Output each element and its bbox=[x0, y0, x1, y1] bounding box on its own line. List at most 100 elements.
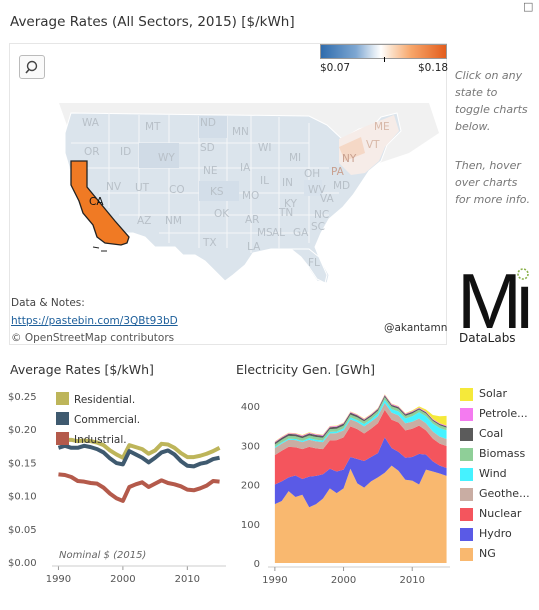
state-label-nc: NC bbox=[314, 209, 330, 221]
state-label-mi: MI bbox=[289, 152, 302, 164]
state-label-id: ID bbox=[120, 146, 132, 158]
search-icon bbox=[25, 60, 38, 74]
gen-area-wind[interactable] bbox=[274, 399, 447, 448]
gen-legend-swatch bbox=[460, 388, 473, 401]
us-map[interactable] bbox=[9, 43, 447, 345]
state-label-me: ME bbox=[374, 121, 390, 133]
gen-legend-label: NG bbox=[479, 547, 496, 560]
gen-area-ng[interactable] bbox=[274, 465, 447, 563]
ca-islands bbox=[92, 246, 107, 252]
rates-y-tick: $0.10 bbox=[8, 492, 37, 503]
gen-legend-swatch bbox=[460, 508, 473, 521]
state-label-ks: KS bbox=[210, 186, 224, 198]
state-label-tx: TX bbox=[203, 237, 217, 249]
rates-x-tick: 2010 bbox=[175, 574, 200, 585]
state-shade-ks bbox=[199, 181, 239, 201]
gen-legend-label: Nuclear bbox=[479, 507, 522, 520]
map-title: Average Rates (All Sectors, 2015) [$/kWh… bbox=[10, 14, 295, 30]
osm-credit[interactable]: © OpenStreetMap contributors bbox=[11, 332, 175, 344]
gen-area-hydro[interactable] bbox=[274, 437, 447, 508]
instruction-line: state to bbox=[455, 86, 498, 99]
gen-area-nuclear[interactable] bbox=[274, 409, 447, 485]
instruction-line: for more info. bbox=[455, 193, 530, 206]
instruction-line: toggle charts bbox=[455, 103, 528, 116]
gen-legend-swatch bbox=[460, 548, 473, 561]
gen-legend-label: Wind bbox=[479, 467, 507, 480]
state-ny bbox=[339, 137, 365, 161]
state-label-ms: MS bbox=[257, 227, 273, 239]
state-label-va: VA bbox=[320, 193, 334, 205]
state-label-wv: WV bbox=[308, 184, 326, 196]
state-label-nd: ND bbox=[200, 117, 216, 129]
state-shade-nd bbox=[199, 116, 227, 138]
rates-series-line-commercial[interactable] bbox=[57, 443, 220, 469]
rates-x-tick: 2000 bbox=[110, 574, 135, 585]
state-label-ne: NE bbox=[203, 165, 218, 177]
gen-legend-swatch bbox=[460, 468, 473, 481]
state-label-ut: UT bbox=[135, 182, 150, 194]
state-label-ok: OK bbox=[214, 208, 230, 220]
rates-series-line-residential[interactable] bbox=[58, 437, 221, 460]
state-label-ny: NY bbox=[342, 153, 357, 165]
color-legend-bar bbox=[320, 44, 447, 59]
legend-max-label: $0.18 bbox=[418, 62, 449, 74]
midatalabs-logo: Mi bbox=[457, 262, 535, 345]
gen-y-tick: 0 bbox=[254, 559, 260, 570]
northeast-region bbox=[339, 115, 399, 175]
state-label-md: MD bbox=[333, 180, 351, 192]
rates-legend-swatch bbox=[56, 432, 69, 445]
rates-legend-label: Residential. bbox=[74, 394, 135, 406]
rates-chart-annotation: Nominal $ (2015) bbox=[59, 550, 147, 561]
rates-line-chart[interactable]: $0.25 $0.20 $0.15 $0.10 $0.05 $0.00 1990 2000 20… bbox=[0, 380, 232, 605]
gen-legend-label: Coal bbox=[479, 427, 504, 440]
state-shade-wy bbox=[139, 143, 179, 168]
data-notes-link[interactable]: https://pastebin.com/3QBt93bD bbox=[11, 315, 178, 327]
rates-legend-swatch bbox=[56, 412, 69, 425]
rates-y-tick: $0.05 bbox=[8, 525, 37, 536]
rates-legend-label: Commercial. bbox=[74, 414, 140, 426]
state-label-oh: OH bbox=[304, 168, 321, 180]
state-label-sc: SC bbox=[311, 221, 325, 233]
instruction-line: below. bbox=[455, 120, 491, 133]
state-label-co: CO bbox=[169, 184, 185, 196]
gen-legend-label: Petrole... bbox=[479, 407, 528, 420]
state-label-nm: NM bbox=[165, 215, 182, 227]
rates-legend-swatch bbox=[56, 392, 69, 405]
gen-legend-swatch bbox=[460, 488, 473, 501]
gen-legend-label: Solar bbox=[479, 387, 508, 400]
state-label-fl: FL bbox=[308, 257, 320, 269]
state-label-wy: WY bbox=[158, 152, 175, 164]
state-label-ia: IA bbox=[240, 162, 251, 174]
gen-y-tick: 300 bbox=[241, 441, 260, 452]
map-search-button[interactable] bbox=[19, 55, 45, 79]
state-label-mt: MT bbox=[145, 121, 161, 133]
state-label-in: IN bbox=[282, 177, 293, 189]
state-label-il: IL bbox=[260, 175, 269, 187]
rates-y-tick: $0.15 bbox=[8, 458, 37, 469]
rates-series-line-industrial[interactable] bbox=[58, 472, 220, 503]
state-label-la: LA bbox=[247, 241, 261, 253]
state-label-ky: KY bbox=[284, 198, 297, 210]
rates-x-tick: 1990 bbox=[46, 574, 71, 585]
window-corner-icon[interactable]: □ bbox=[523, 0, 534, 13]
gen-legend-swatch bbox=[460, 528, 473, 541]
legend-marker bbox=[384, 57, 385, 62]
state-fl bbox=[289, 248, 328, 284]
legend-min-label: $0.07 bbox=[320, 62, 351, 74]
state-label-ca: CA bbox=[89, 196, 104, 208]
instruction-line: Then, hover bbox=[455, 159, 521, 172]
state-label-ar: AR bbox=[245, 214, 260, 226]
generation-area-chart[interactable]: 0 100 200 300 400 1990 2000 2010 bbox=[232, 380, 457, 605]
rates-chart-title: Average Rates [$/kWh] bbox=[10, 362, 154, 377]
gen-x-tick: 2000 bbox=[331, 575, 356, 586]
state-ca-selected bbox=[70, 160, 130, 246]
state-shade-wv bbox=[304, 180, 322, 196]
gen-legend-label: Biomass bbox=[479, 447, 526, 460]
state-label-or: OR bbox=[84, 146, 100, 158]
gen-area-biomass[interactable] bbox=[274, 396, 447, 447]
gen-legend-swatch bbox=[460, 408, 473, 421]
gen-area-geothe[interactable] bbox=[274, 402, 447, 456]
state-label-sd: SD bbox=[200, 142, 215, 154]
gen-x-tick: 1990 bbox=[262, 575, 287, 586]
rates-legend-label: Industrial. bbox=[74, 434, 127, 446]
